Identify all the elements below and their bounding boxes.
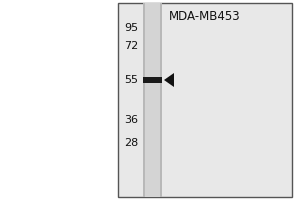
Text: 72: 72 xyxy=(124,41,138,51)
Text: MDA-MB453: MDA-MB453 xyxy=(169,10,241,23)
Bar xyxy=(143,3,162,197)
Bar xyxy=(118,3,292,197)
Bar xyxy=(143,77,162,83)
Text: 55: 55 xyxy=(124,75,138,85)
Text: 28: 28 xyxy=(124,138,138,148)
Polygon shape xyxy=(164,73,174,87)
Bar xyxy=(145,3,160,197)
Text: 36: 36 xyxy=(124,115,138,125)
Text: 95: 95 xyxy=(124,23,138,33)
